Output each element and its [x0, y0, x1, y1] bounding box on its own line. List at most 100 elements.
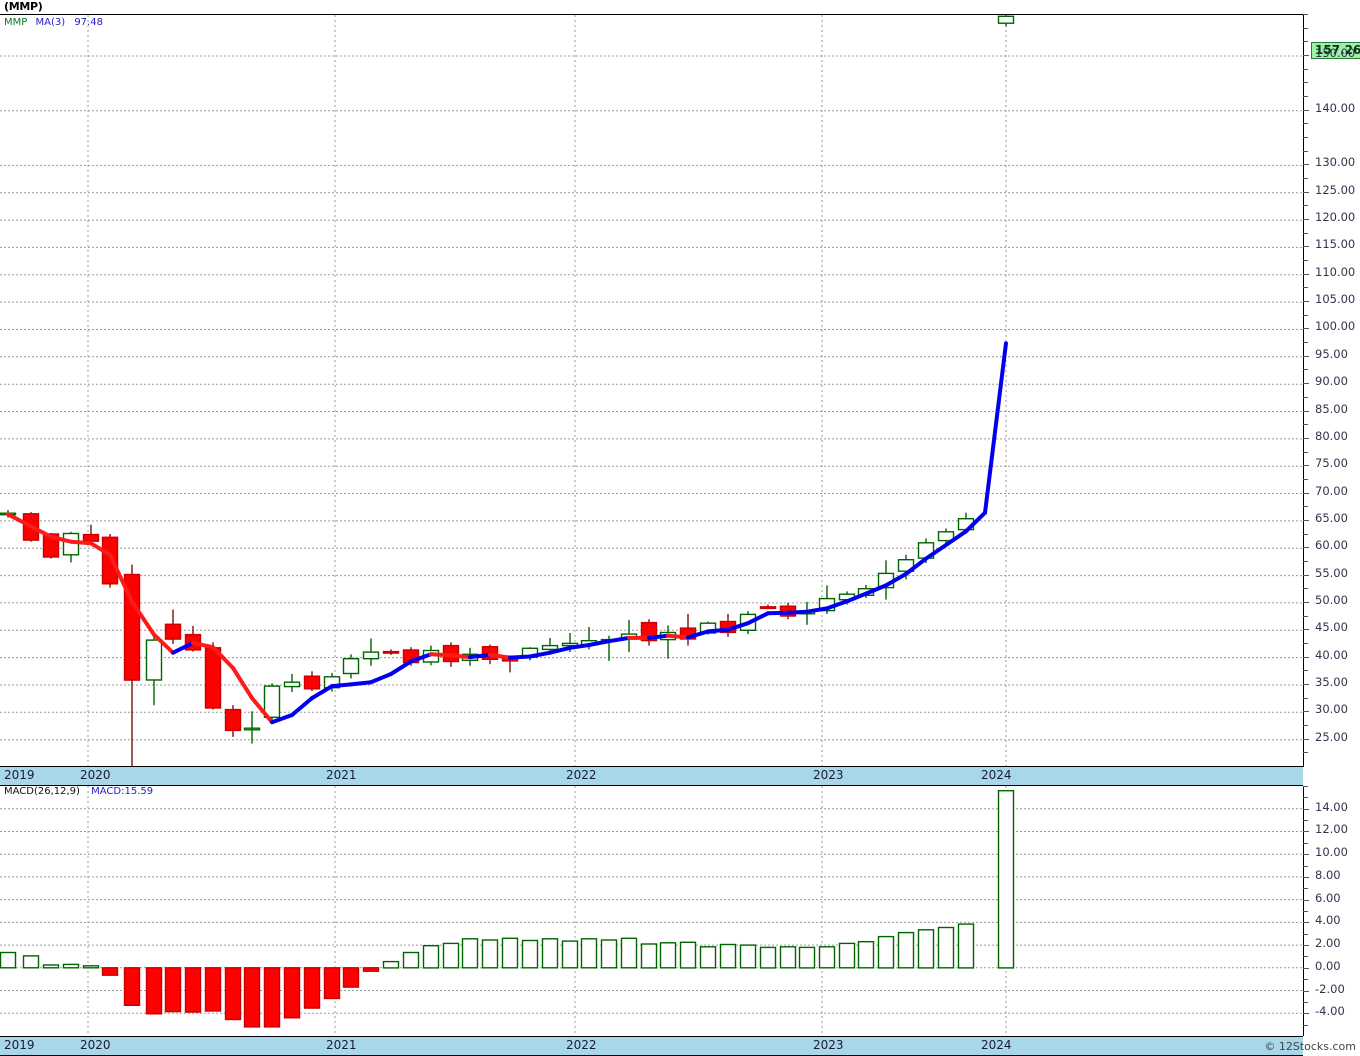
- macd-axis-minor-tick: [1303, 808, 1308, 810]
- price-axis-spine: [1303, 14, 1304, 766]
- macd-axis-minor-tick: [1303, 922, 1308, 924]
- price-axis-tick-label: 100.00: [1315, 319, 1356, 334]
- date-axis-year-label: 2022: [566, 768, 597, 782]
- ma-line-segment: [766, 610, 790, 616]
- page-title: (MMP): [4, 0, 43, 13]
- macd-axis-minor-tick: [1303, 854, 1308, 856]
- candle: [82, 524, 100, 542]
- price-axis-minor-tick: [1303, 383, 1308, 385]
- price-axis-minor-tick: [1303, 328, 1308, 330]
- price-axis-tick-label: 90.00: [1315, 374, 1348, 389]
- price-axis-minor-tick: [1303, 711, 1308, 713]
- price-axis-tick-label: 45.00: [1315, 620, 1348, 635]
- candle: [719, 613, 737, 637]
- macd-histogram-bar: [779, 946, 797, 969]
- price-axis-tick-label: 55.00: [1315, 565, 1348, 580]
- candle: [679, 613, 697, 646]
- date-axis-year-label: 2021: [326, 768, 357, 782]
- macd-axis-tick-label: 4.00: [1315, 913, 1341, 928]
- date-axis-year-label: 2020: [80, 1038, 111, 1052]
- price-axis-minor-tick: [1303, 232, 1308, 234]
- ma-line-segment: [349, 680, 373, 687]
- macd-axis-minor-tick: [1303, 967, 1308, 969]
- macd-histogram-bar: [382, 960, 400, 969]
- date-axis-year-label: 2021: [326, 1038, 357, 1052]
- macd-histogram-bar: [82, 965, 100, 969]
- date-axis-year-label: 2022: [566, 1038, 597, 1052]
- ma-line-segment: [270, 713, 294, 725]
- ma-line-segment: [528, 650, 552, 659]
- price-plot-svg[interactable]: [0, 15, 1303, 767]
- price-axis-minor-tick: [1303, 68, 1308, 70]
- price-axis-minor-tick: [1303, 465, 1308, 467]
- price-chart-panel[interactable]: MMP MA(3) 97.48: [0, 14, 1304, 767]
- ma-line-segment: [429, 652, 453, 658]
- price-axis-minor-tick: [1303, 369, 1308, 371]
- macd-histogram-bar: [719, 943, 737, 969]
- price-axis-minor-tick: [1303, 519, 1308, 521]
- macd-histogram-bar: [123, 967, 141, 1007]
- price-axis-tick-label: 140.00: [1315, 100, 1356, 115]
- price-axis-tick-label: 30.00: [1315, 702, 1348, 717]
- macd-axis-minor-tick: [1303, 945, 1308, 947]
- price-axis-tick-label: 120.00: [1315, 210, 1356, 225]
- candle: [224, 705, 242, 737]
- ma-line-segment: [152, 632, 175, 655]
- candle: [997, 15, 1015, 27]
- candle: [243, 711, 261, 744]
- candle: [640, 619, 658, 646]
- price-axis-minor-tick: [1303, 27, 1308, 29]
- macd-axis-minor-tick: [1303, 899, 1308, 901]
- ma-line-segment: [89, 541, 112, 557]
- ma-line-segment: [825, 599, 849, 611]
- macd-histogram-bar: [798, 946, 816, 969]
- macd-histogram-bar: [481, 939, 499, 969]
- ma-line-segment: [310, 684, 334, 701]
- macd-histogram-bar: [283, 967, 301, 1019]
- macd-axis-minor-tick: [1303, 979, 1308, 981]
- price-axis-minor-tick: [1303, 574, 1308, 576]
- macd-histogram-bar: [917, 929, 935, 969]
- price-axis-tick-label: 130.00: [1315, 155, 1356, 170]
- price-axis-tick-label: 35.00: [1315, 674, 1348, 689]
- price-axis-minor-tick: [1303, 301, 1308, 303]
- price-axis-tick-label: 65.00: [1315, 510, 1348, 525]
- copyright-notice: © 12Stocks.com: [1264, 1040, 1356, 1053]
- macd-plot-svg[interactable]: [0, 786, 1303, 1036]
- macd-histogram-bar: [620, 937, 638, 969]
- macd-axis-minor-tick: [1303, 831, 1308, 833]
- macd-date-axis: 2019 2020 2021 2022 2023 2024: [0, 1036, 1303, 1056]
- macd-axis-tick-label: -4.00: [1315, 1004, 1345, 1019]
- macd-legend-value: MACD:15.59: [91, 786, 154, 797]
- price-axis-minor-tick: [1303, 246, 1308, 248]
- price-axis-minor-tick: [1303, 492, 1308, 494]
- macd-histogram-bar: [679, 941, 697, 969]
- macd-axis-tick-label: -2.00: [1315, 981, 1345, 996]
- macd-axis-tick-label: 10.00: [1315, 845, 1348, 860]
- price-axis-minor-tick: [1303, 683, 1308, 685]
- ma-line-segment: [647, 633, 670, 640]
- date-axis-year-label: 2019: [4, 1038, 35, 1052]
- macd-histogram-bar: [224, 967, 242, 1021]
- macd-chart-panel[interactable]: MACD(26,12,9) MACD:15.59: [0, 786, 1304, 1036]
- price-axis-minor-tick: [1303, 724, 1308, 726]
- macd-histogram-bar: [759, 946, 777, 969]
- macd-histogram-bar: [101, 967, 119, 976]
- candle: [877, 560, 895, 600]
- macd-histogram-bar: [204, 967, 222, 1012]
- ma-line-segment: [290, 696, 314, 717]
- macd-histogram-bar: [145, 967, 163, 1015]
- macd-histogram-bar: [659, 942, 677, 969]
- macd-axis-minor-tick: [1303, 786, 1308, 787]
- price-legend: MMP MA(3) 97.48: [4, 17, 103, 28]
- candle: [204, 642, 222, 710]
- price-axis-tick-label: 95.00: [1315, 346, 1348, 361]
- ma-line-segment: [805, 606, 829, 614]
- price-axis-minor-tick: [1303, 601, 1308, 603]
- candle: [263, 683, 281, 721]
- price-axis-minor-tick: [1303, 560, 1308, 562]
- macd-histogram-bar: [422, 944, 440, 969]
- price-axis-minor-tick: [1303, 109, 1308, 111]
- macd-histogram-bar: [0, 951, 17, 969]
- price-axis-tick-label: 40.00: [1315, 647, 1348, 662]
